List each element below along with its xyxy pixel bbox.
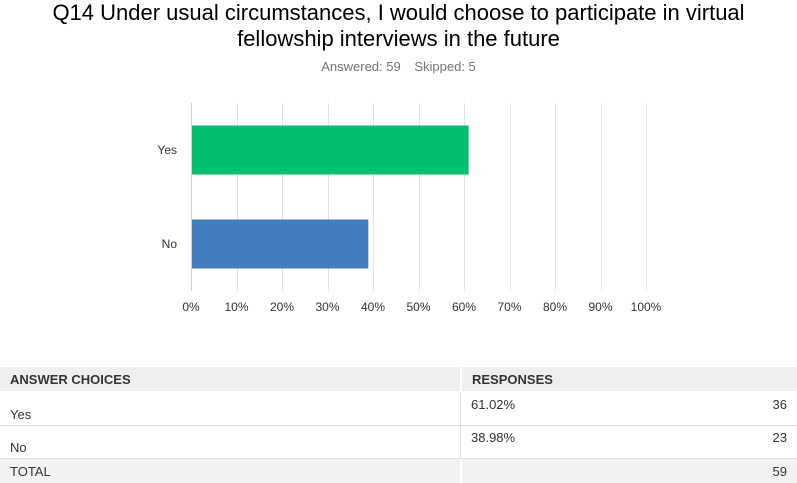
skipped-count: Skipped: 5 [414,59,476,74]
question-title-line-2: fellowship interviews in the future [237,26,560,51]
responses-header: RESPONSES [460,367,797,393]
x-tick-label: 0% [182,300,200,314]
x-tick-label: 70% [497,300,521,314]
total-count-cell: 59 [680,459,797,483]
bar-chart: 0% 10% 20% 30% 40% 50% 60% 70% 80% 90% 100% Yes No [157,103,662,314]
total-label-cell: TOTAL [0,459,460,483]
bar-no [192,219,369,269]
answer-choice-cell: No [0,426,460,459]
bar-yes [192,125,469,175]
x-tick-label: 10% [224,300,248,314]
response-count-cell: 23 [680,426,797,459]
table-row: Yes 61.02% 36 [0,393,797,426]
response-percent-cell: 61.02% [460,393,681,426]
x-tick-label: 50% [406,300,430,314]
response-stats: Answered: 59 Skipped: 5 [0,59,797,74]
x-tick-label: 60% [452,300,476,314]
response-percent-cell: 38.98% [460,426,681,459]
total-row: TOTAL 59 [0,459,797,483]
answer-choices-header: ANSWER CHOICES [0,367,460,393]
answered-count: Answered: 59 [321,59,401,74]
answer-choice-cell: Yes [0,393,460,426]
response-count-cell: 36 [680,393,797,426]
x-tick-label: 100% [631,300,662,314]
responses-table: ANSWER CHOICES RESPONSES Yes 61.02% 36 N… [0,367,797,483]
question-title: Q14 Under usual circumstances, I would c… [0,0,797,52]
x-tick-label: 90% [588,300,612,314]
category-label: Yes [157,143,177,157]
x-tick-label: 20% [270,300,294,314]
x-tick-label: 40% [361,300,385,314]
question-title-line-1: Q14 Under usual circumstances, I would c… [52,0,745,25]
table-row: No 38.98% 23 [0,426,797,459]
total-spacer-cell [460,459,681,483]
x-tick-label: 30% [315,300,339,314]
table-header-row: ANSWER CHOICES RESPONSES [0,367,797,393]
category-label: No [162,237,178,251]
x-tick-label: 80% [543,300,567,314]
